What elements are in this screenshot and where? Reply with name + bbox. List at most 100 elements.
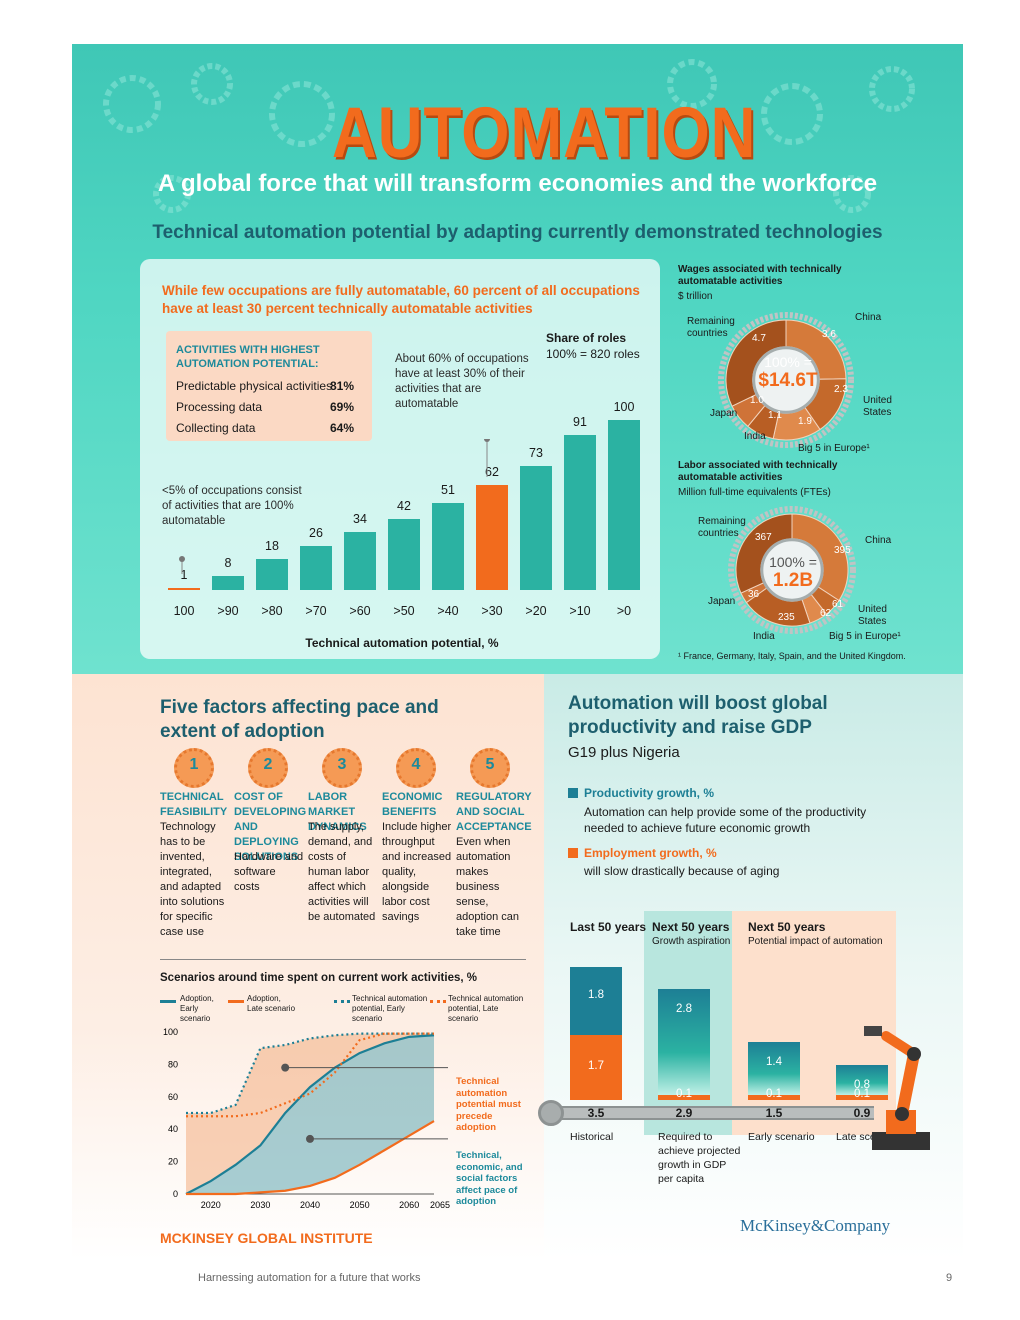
y-tick-label: 80 xyxy=(168,1059,178,1069)
factor-gear-icon xyxy=(174,748,214,788)
col1-title: Last 50 years xyxy=(570,920,647,934)
x-tick-label: 2065 xyxy=(430,1200,450,1210)
y-tick-label: 100 xyxy=(163,1027,178,1037)
share-title: Share of roles xyxy=(546,331,627,345)
x-tick-label: 2060 xyxy=(399,1200,419,1210)
employment-bar xyxy=(836,1095,888,1100)
factor-title: TECHNICAL FEASIBILITY xyxy=(160,791,228,818)
employment-value: 0.1 xyxy=(766,1088,782,1100)
factors-section: Five factors affecting pace and extent o… xyxy=(72,674,544,1260)
occupation-bar xyxy=(564,435,596,590)
labor-value-china: 395 xyxy=(834,545,851,556)
wages-label-big5: Big 5 in Europe¹ xyxy=(798,443,870,454)
labor-title: Labor associated with technically automa… xyxy=(678,460,838,483)
occupation-bar xyxy=(256,559,288,590)
gdp-subtitle: G19 plus Nigeria xyxy=(568,744,680,761)
decorative-gears xyxy=(103,59,915,213)
total-value: 2.9 xyxy=(675,1106,693,1120)
labor-donut xyxy=(728,506,856,634)
donut-center xyxy=(752,346,820,414)
col2-subtitle: Growth aspiration xyxy=(652,936,731,947)
bar-category-label: >90 xyxy=(217,604,239,618)
section-title: Technical automation potential by adapti… xyxy=(152,222,883,243)
wages-value-japan: 1.0 xyxy=(750,395,764,406)
wages-value-china: 3.6 xyxy=(822,329,836,340)
legend-swatch xyxy=(160,1000,176,1003)
x-axis-label: Technical automation potential, % xyxy=(305,636,499,650)
productivity-value: 1.4 xyxy=(766,1055,782,1068)
occupation-bar xyxy=(212,576,244,590)
activities-box: ACTIVITIES WITH HIGHEST AUTOMATION POTEN… xyxy=(166,331,372,441)
bar-value-label: 62 xyxy=(485,464,499,479)
donut-center xyxy=(760,538,824,602)
gear-ring xyxy=(718,312,854,448)
factor-gear-icon xyxy=(322,748,362,788)
labor-value-remaining: 367 xyxy=(755,532,772,543)
annotation-factors: Technical, economic, and social factors … xyxy=(456,1150,523,1207)
wages-value-us: 2.3 xyxy=(834,384,848,395)
series-line xyxy=(185,1034,435,1195)
wages-value-india: 1.1 xyxy=(768,410,782,421)
wages-title: Wages associated with technically automa… xyxy=(678,264,842,287)
y-tick-label: 60 xyxy=(168,1092,178,1102)
main-subtitle: A global force that will transform econo… xyxy=(157,170,878,197)
activity-label: Predictable physical activities xyxy=(176,379,333,393)
employment-value: 0.1 xyxy=(676,1088,692,1100)
factor-title: LABOR MARKET DYNAMICS xyxy=(308,791,367,833)
legend-label: Technical automation potential, Late sce… xyxy=(448,994,524,1023)
bar-category-label: >10 xyxy=(569,604,591,618)
labor-value-us: 61 xyxy=(832,599,844,610)
employment-value: 0.1 xyxy=(854,1088,870,1100)
labor-label-us: United States xyxy=(858,604,887,627)
conveyor-wheel xyxy=(538,1100,564,1126)
labor-label-china: China xyxy=(865,535,892,546)
bar-category-label: >80 xyxy=(261,604,283,618)
activity-label: Collecting data xyxy=(176,421,256,435)
scenarios-title: Scenarios around time spent on current w… xyxy=(160,972,477,984)
divider xyxy=(160,959,526,960)
wages-unit: $ trillion xyxy=(678,291,713,302)
legend-swatch xyxy=(228,1000,244,1003)
productivity-bar xyxy=(570,967,622,1036)
total-value: 3.5 xyxy=(587,1106,605,1120)
page-number: 9 xyxy=(946,1272,953,1284)
legend-label: Technical automation potential, Early sc… xyxy=(352,994,428,1023)
labor-label-big5: Big 5 in Europe¹ xyxy=(829,631,901,642)
wages-donut xyxy=(718,312,854,448)
activity-value: 69% xyxy=(330,400,355,414)
productivity-label: Productivity growth, % xyxy=(584,786,715,800)
wages-label-china: China xyxy=(855,312,882,323)
y-tick-label: 0 xyxy=(173,1189,178,1199)
activities-title: ACTIVITIES WITH HIGHEST AUTOMATION POTEN… xyxy=(176,344,320,370)
gdp-category-label: Early scenario xyxy=(748,1131,815,1143)
factor-text: Include higher throughput and increased … xyxy=(382,821,452,923)
wages-label-japan: Japan xyxy=(710,408,738,419)
occupation-bar xyxy=(388,518,420,590)
series-line xyxy=(186,1120,435,1196)
col3-title: Next 50 years xyxy=(748,920,826,934)
x-tick-label: 2050 xyxy=(350,1200,370,1210)
labor-label-japan: Japan xyxy=(708,596,736,607)
bar-category-label: >20 xyxy=(525,604,547,618)
employment-bar xyxy=(570,1035,622,1100)
wages-total-label: 100% = xyxy=(764,354,812,370)
gdp-category-label: Required to achieve projected growth in … xyxy=(658,1131,741,1185)
factors-title: Five factors affecting pace and extent o… xyxy=(160,697,439,742)
x-tick-label: 2020 xyxy=(201,1200,221,1210)
productivity-value: 1.8 xyxy=(588,989,604,1001)
gear-ring xyxy=(728,506,856,634)
annotation-5-percent: <5% of occupations consist of activities… xyxy=(162,485,302,527)
occupation-bar xyxy=(476,484,508,590)
legend-label: Adoption, Late scenario xyxy=(247,994,296,1013)
col2-title: Next 50 years xyxy=(652,920,730,934)
share-note: 100% = 820 roles xyxy=(546,347,640,361)
occupation-bar xyxy=(520,465,552,590)
adoption-area xyxy=(186,1035,434,1194)
labor-value-japan: 36 xyxy=(748,589,760,600)
factor-gear-icon xyxy=(396,748,436,788)
total-value: 1.5 xyxy=(765,1106,783,1120)
y-tick-label: 20 xyxy=(168,1157,178,1167)
factor-number: 4 xyxy=(411,756,421,773)
occupation-bar xyxy=(168,588,200,590)
